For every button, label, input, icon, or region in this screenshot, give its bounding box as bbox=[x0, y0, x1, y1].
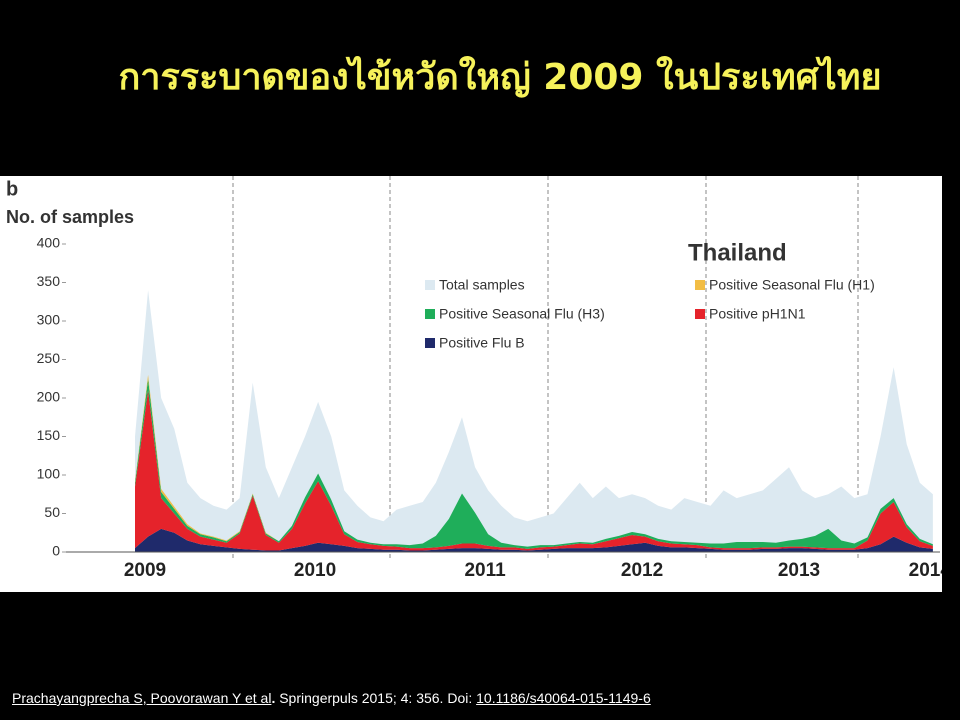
x-tick-label: 2009 bbox=[124, 560, 166, 581]
citation-doi[interactable]: 10.1186/s40064-015-1149-6 bbox=[476, 690, 651, 706]
legend-label: Positive Flu B bbox=[439, 335, 525, 351]
legend-swatch bbox=[425, 280, 435, 290]
annotation: Thailand bbox=[688, 239, 787, 266]
y-tick-label: 150 bbox=[37, 427, 61, 443]
legend-swatch bbox=[695, 309, 705, 319]
y-tick-label: 50 bbox=[44, 504, 60, 520]
legend-label: Positive Seasonal Flu (H1) bbox=[709, 277, 875, 293]
y-tick-label: 400 bbox=[37, 235, 61, 251]
legend-swatch bbox=[425, 338, 435, 348]
y-tick-label: 100 bbox=[37, 466, 61, 482]
y-tick-label: 300 bbox=[37, 312, 61, 328]
legend-swatch bbox=[425, 309, 435, 319]
legend-label: Total samples bbox=[439, 277, 525, 293]
chart: b No. of samples Thailand 0 50 100 150 200 25… bbox=[0, 176, 942, 592]
x-tick-label: 2010 bbox=[294, 560, 336, 581]
y-axis-label: No. of samples bbox=[6, 207, 134, 227]
x-tick-label: 2014 bbox=[909, 560, 942, 581]
y-tick-label: 250 bbox=[37, 350, 61, 366]
legend-swatch bbox=[695, 280, 705, 290]
total-area bbox=[135, 290, 933, 552]
x-tick-label: 2013 bbox=[778, 560, 820, 581]
y-tick-label: 0 bbox=[52, 543, 60, 559]
year-separators bbox=[232, 176, 859, 560]
citation: Prachayangprecha S, Poovorawan Y et al. … bbox=[12, 690, 651, 706]
legend-label: Positive pH1N1 bbox=[709, 306, 806, 322]
x-tick-label: 2012 bbox=[621, 560, 663, 581]
citation-sep: . bbox=[271, 690, 276, 706]
stacked-area bbox=[135, 528, 933, 552]
y-tick-label: 350 bbox=[37, 273, 61, 289]
citation-authors[interactable]: Prachayangprecha S, Poovorawan Y et al bbox=[12, 690, 272, 706]
x-tick-label: 2011 bbox=[464, 560, 506, 581]
legend-label: Positive Seasonal Flu (H3) bbox=[439, 306, 605, 322]
y-tick-label: 200 bbox=[37, 389, 61, 405]
citation-journal: Springerpuls 2015; 4: 356. Doi: bbox=[279, 690, 473, 706]
panel-label: b bbox=[6, 178, 18, 200]
slide-title: การระบาดของไข้หวัดใหญ่ 2009 ในประเทศไทย bbox=[118, 57, 882, 98]
